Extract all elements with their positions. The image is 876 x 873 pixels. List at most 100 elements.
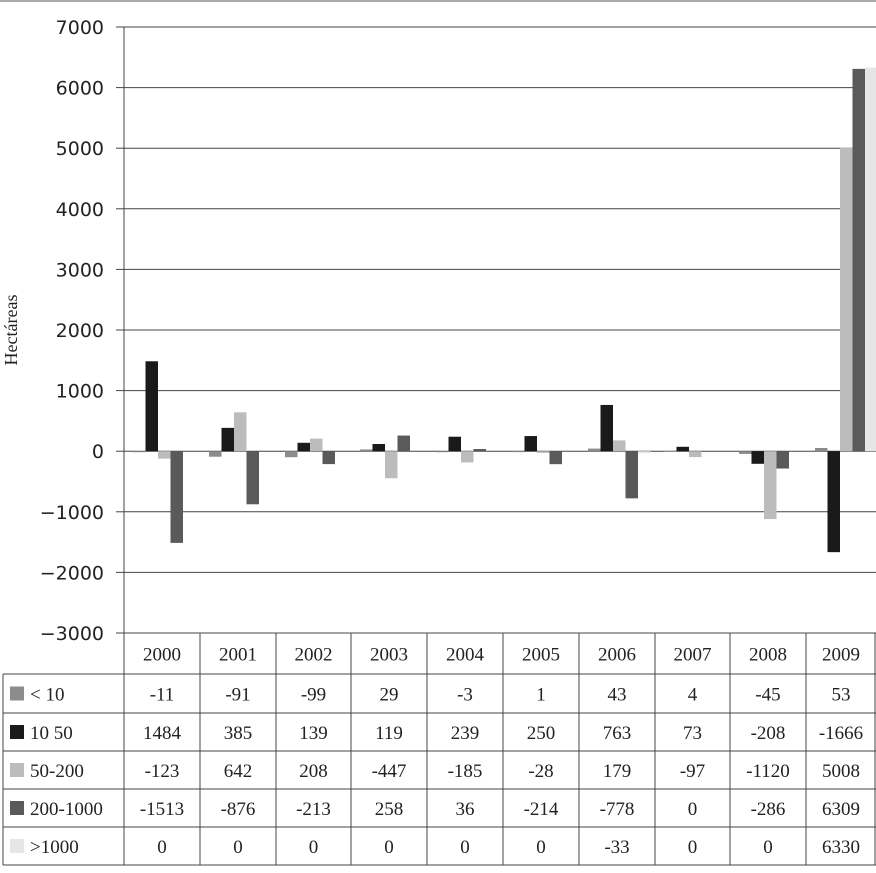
legend-swatch [10,839,24,853]
data-label: -33 [604,837,629,858]
bar [625,451,638,499]
data-label: -208 [751,723,786,744]
gridlines [124,26,876,634]
legend-label: 50-200 [30,761,84,782]
data-label: -3 [457,685,473,706]
data-label: -286 [751,799,786,820]
data-label: 208 [299,761,328,782]
bar [133,451,146,453]
y-tick-label: 0 [92,441,104,463]
bar [524,436,537,452]
bar [145,361,158,452]
bar [827,451,840,553]
data-label: 36 [456,799,475,820]
bar [600,404,613,452]
data-label: 0 [688,837,698,858]
legend-label: 10 50 [30,723,73,744]
y-tick-label: 6000 [56,78,104,100]
data-label: -185 [448,761,483,782]
bar [840,147,853,452]
data-label: 0 [309,837,319,858]
bar [739,451,752,454]
data-label: -1120 [746,761,790,782]
data-label: -1513 [140,799,184,820]
data-label: -447 [372,761,407,782]
data-label: -97 [680,761,705,782]
data-label: 179 [603,761,632,782]
x-tick-label: 2006 [598,645,636,666]
data-label: 5008 [822,761,860,782]
legend-swatch [10,801,24,815]
bar [234,412,247,452]
bar [689,451,702,458]
x-tick-label: 2005 [522,645,560,666]
bar [436,451,449,453]
data-label: 258 [375,799,404,820]
bar [613,440,626,452]
data-label: -45 [755,685,780,706]
legend-label: 200-1000 [30,799,103,820]
data-label: -778 [600,799,635,820]
data-label: -1666 [819,723,863,744]
bar [372,443,385,452]
bar [397,435,410,452]
data-label: 53 [832,685,851,706]
data-table: 2000 2001 2002 2003 2004 2005 2006 2007 2008 2009… [2,632,876,866]
data-label: -214 [524,799,559,820]
data-label: 642 [224,761,253,782]
bar [461,451,474,463]
data-label: 29 [380,685,399,706]
bar [158,451,171,459]
legend-swatch [10,725,24,739]
y-tick-label: −2000 [40,562,104,584]
y-tick-label: −1000 [40,502,104,524]
bar [473,449,486,452]
data-label: 250 [527,723,556,744]
bar [512,451,525,453]
bar [865,67,876,452]
data-label: 763 [603,723,632,744]
data-label: -876 [221,799,256,820]
bar [170,451,183,543]
y-tick-label: −3000 [40,623,104,645]
x-tick-label: 2002 [295,645,333,666]
y-tick-label: 1000 [56,381,104,403]
x-tick-label: 2008 [749,645,787,666]
data-label: -91 [225,685,250,706]
legend-swatch [10,763,24,777]
x-tick-label: 2000 [143,645,181,666]
data-label: -99 [301,685,326,706]
bar [360,449,373,452]
y-tick-label: 4000 [56,199,104,221]
bar [664,450,677,452]
data-label: 0 [536,837,546,858]
data-label: 43 [608,685,627,706]
bar [285,451,298,458]
bar [776,451,789,469]
data-label: -11 [150,685,175,706]
data-label: 119 [375,723,403,744]
data-label: -213 [296,799,331,820]
x-tick-label: 2001 [219,645,257,666]
x-tick-label: 2007 [674,645,712,666]
y-axis: 7000 6000 5000 4000 3000 2000 1000 0 −1000 −2000 −… [40,17,125,645]
bar [549,451,562,465]
bar [385,451,398,479]
data-label: 0 [157,837,167,858]
data-label: 73 [683,723,702,744]
bar [209,451,222,457]
bars [133,67,876,553]
y-tick-label: 3000 [56,259,104,281]
data-label: 6330 [822,837,860,858]
x-tick-label: 2004 [446,645,485,666]
bar [676,446,689,452]
bar [448,436,461,452]
data-label: 0 [233,837,243,858]
data-label: 0 [384,837,394,858]
bar [764,451,777,520]
bar [221,427,234,452]
y-tick-label: 5000 [56,138,104,160]
y-axis-label: Hectáreas [1,295,21,366]
bar [246,451,259,505]
data-label: 385 [224,723,253,744]
